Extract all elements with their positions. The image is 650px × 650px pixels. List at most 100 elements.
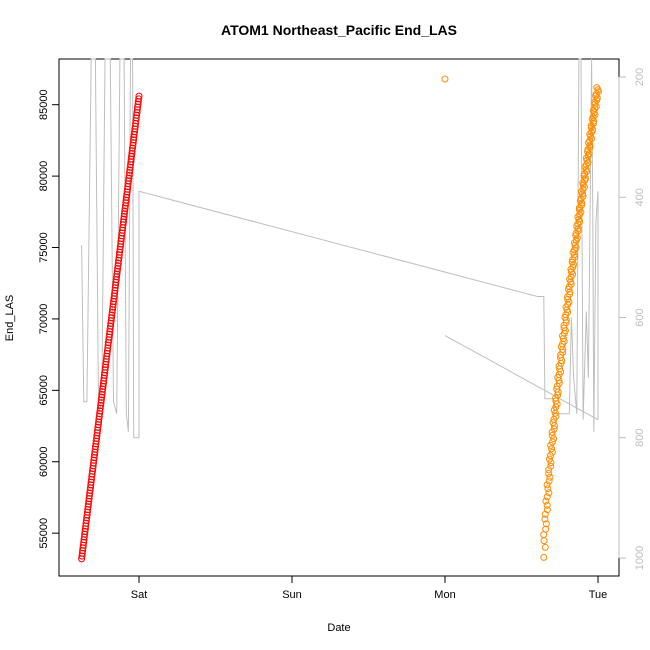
point-series-1 — [114, 265, 122, 273]
point-series-2 — [552, 412, 560, 420]
point-series-1 — [132, 114, 140, 122]
point-series-1 — [134, 100, 142, 108]
chart-title: ATOM1 Northeast_Pacific End_LAS — [221, 22, 457, 38]
point-series-2 — [574, 220, 582, 228]
point-series-1 — [98, 388, 106, 396]
point-series-1 — [108, 308, 116, 316]
point-series-1 — [127, 158, 135, 166]
point-series-1 — [120, 215, 128, 223]
point-series-2 — [546, 473, 554, 481]
point-series-2 — [545, 466, 553, 474]
point-series-2 — [586, 143, 594, 151]
point-series-1 — [135, 95, 143, 103]
point-series-1 — [86, 489, 94, 497]
y2-tick-label: 600 — [634, 308, 646, 326]
point-series-1 — [99, 380, 107, 388]
point-series-2 — [584, 145, 592, 153]
y2-tick-label: 200 — [634, 68, 646, 86]
point-series-1 — [122, 193, 130, 201]
point-series-1 — [130, 136, 138, 144]
y2-tick-label: 400 — [634, 188, 646, 206]
point-series-2 — [553, 385, 561, 393]
point-series-2 — [545, 470, 553, 477]
point-series-1 — [106, 330, 113, 338]
y-tick-label: 85000 — [38, 89, 50, 120]
point-series-2 — [547, 452, 554, 460]
x-tick-label: Mon — [434, 589, 455, 601]
point-series-2 — [567, 268, 575, 276]
y-tick-label: 60000 — [38, 446, 50, 477]
point-series-1 — [101, 366, 109, 374]
point-series-1 — [113, 273, 121, 281]
point-series-1 — [81, 525, 89, 533]
x-axis-label: Date — [327, 622, 350, 634]
point-series-2 — [586, 137, 594, 145]
point-series-2 — [545, 477, 553, 485]
point-series-1 — [87, 481, 95, 489]
point-series-1 — [84, 503, 92, 511]
point-series-1 — [89, 467, 96, 475]
point-series-1 — [115, 251, 123, 259]
point-series-2 — [577, 195, 585, 202]
point-series-1 — [117, 237, 125, 245]
point-series-2 — [542, 525, 550, 533]
point-series-1 — [93, 432, 101, 440]
point-series-2 — [543, 481, 551, 489]
point-series-2 — [541, 515, 549, 523]
x-tick-label: Tue — [589, 589, 608, 601]
point-series-1 — [97, 402, 105, 409]
point-series-2 — [546, 455, 553, 463]
point-series-1 — [125, 172, 133, 179]
point-series-2 — [543, 493, 551, 501]
series-line-depth-segment — [444, 335, 599, 421]
series-line-depth — [81, 58, 599, 439]
point-series-2 — [543, 501, 551, 509]
point-series-2 — [544, 485, 552, 493]
x-tick-label: Sun — [282, 589, 302, 601]
point-series-2 — [543, 506, 551, 514]
axes: Sat Sun Mon Tue 55000 60000 65000 70000 75000 800… — [38, 68, 646, 601]
point-series-2 — [547, 462, 555, 470]
point-series-1 — [121, 207, 129, 215]
plot-marks — [78, 58, 602, 563]
point-series-2 — [593, 84, 601, 92]
point-series-2 — [542, 497, 550, 505]
y-tick-label: 65000 — [38, 375, 50, 406]
point-series-1 — [103, 352, 111, 360]
point-series-1 — [128, 150, 136, 158]
point-series-2 — [548, 448, 556, 456]
point-series-1 — [80, 538, 88, 546]
y-tick-label: 80000 — [38, 161, 50, 192]
point-series-2 — [587, 124, 595, 132]
point-series-1 — [131, 128, 139, 136]
y2-tick-label: 800 — [634, 429, 646, 447]
point-series-2 — [576, 206, 583, 214]
point-series-2 — [547, 459, 555, 467]
y-tick-label: 75000 — [38, 232, 50, 263]
point-series-2 — [548, 438, 556, 446]
point-series-1 — [91, 445, 99, 453]
point-series-1 — [111, 287, 119, 294]
point-series-1 — [107, 322, 114, 330]
point-series-2 — [581, 170, 588, 178]
y-axis-label: End_LAS — [4, 295, 16, 341]
point-series-1 — [90, 459, 97, 467]
point-series-2 — [593, 94, 601, 102]
point-series-2 — [547, 441, 555, 449]
point-series-1 — [124, 180, 132, 188]
point-series-1 — [104, 344, 112, 352]
y-tick-label: 55000 — [38, 518, 50, 549]
point-series-2 — [566, 290, 574, 298]
point-series-2 — [542, 520, 550, 528]
point-series-1 — [82, 517, 90, 524]
point-series-2 — [550, 435, 558, 443]
point-series-2 — [571, 253, 579, 261]
y-tick-label: 70000 — [38, 304, 50, 335]
point-series-2-outlier — [441, 75, 449, 83]
point-series-2 — [548, 445, 556, 453]
x-tick-label: Sat — [131, 589, 148, 601]
point-series-1 — [135, 92, 143, 100]
point-series-1 — [110, 295, 118, 303]
point-series-1 — [79, 547, 87, 555]
